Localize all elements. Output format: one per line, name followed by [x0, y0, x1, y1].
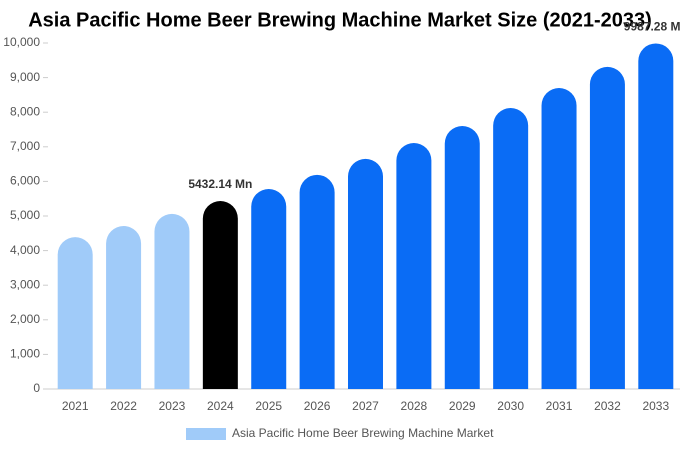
y-tick-label: 10,000: [3, 35, 40, 49]
x-tick-label: 2024: [207, 399, 234, 413]
data-label: 9987.28 Mn: [624, 20, 680, 34]
y-tick-label: 6,000: [10, 174, 40, 188]
x-tick-label: 2025: [255, 399, 282, 413]
y-tick-label: 5,000: [10, 208, 40, 222]
bar: [106, 226, 142, 389]
x-tick-label: 2027: [352, 399, 379, 413]
y-tick-label: 7,000: [10, 139, 40, 153]
x-tick-label: 2023: [159, 399, 186, 413]
y-tick-label: 4,000: [10, 243, 40, 257]
bar: [251, 189, 287, 389]
y-tick-label: 9,000: [10, 70, 40, 84]
chart-title: Asia Pacific Home Beer Brewing Machine M…: [28, 9, 652, 31]
y-tick-label: 0: [33, 381, 40, 395]
bar: [493, 108, 529, 390]
x-tick-label: 2033: [642, 399, 669, 413]
x-tick-label: 2021: [62, 399, 89, 413]
legend-swatch: [186, 428, 226, 440]
y-tick-label: 3,000: [10, 277, 40, 291]
x-tick-label: 2031: [546, 399, 573, 413]
bar: [541, 88, 577, 390]
data-label: 5432.14 Mn: [188, 177, 252, 191]
bar: [299, 174, 335, 389]
y-tick-label: 8,000: [10, 104, 40, 118]
x-tick-label: 2022: [110, 399, 137, 413]
x-tick-label: 2032: [594, 399, 621, 413]
x-tick-label: 2026: [304, 399, 331, 413]
bar: [202, 201, 238, 389]
y-tick-label: 1,000: [10, 347, 40, 361]
x-tick-label: 2030: [497, 399, 524, 413]
x-tick-label: 2028: [401, 399, 428, 413]
bar: [444, 126, 480, 389]
bar: [154, 213, 190, 389]
x-tick-label: 2029: [449, 399, 476, 413]
y-tick-label: 2,000: [10, 312, 40, 326]
bar: [57, 237, 93, 389]
bar: [589, 66, 625, 390]
bar: [638, 43, 674, 389]
bar: [348, 158, 383, 389]
legend-label: Asia Pacific Home Beer Brewing Machine M…: [232, 426, 494, 440]
bar: [396, 142, 432, 389]
